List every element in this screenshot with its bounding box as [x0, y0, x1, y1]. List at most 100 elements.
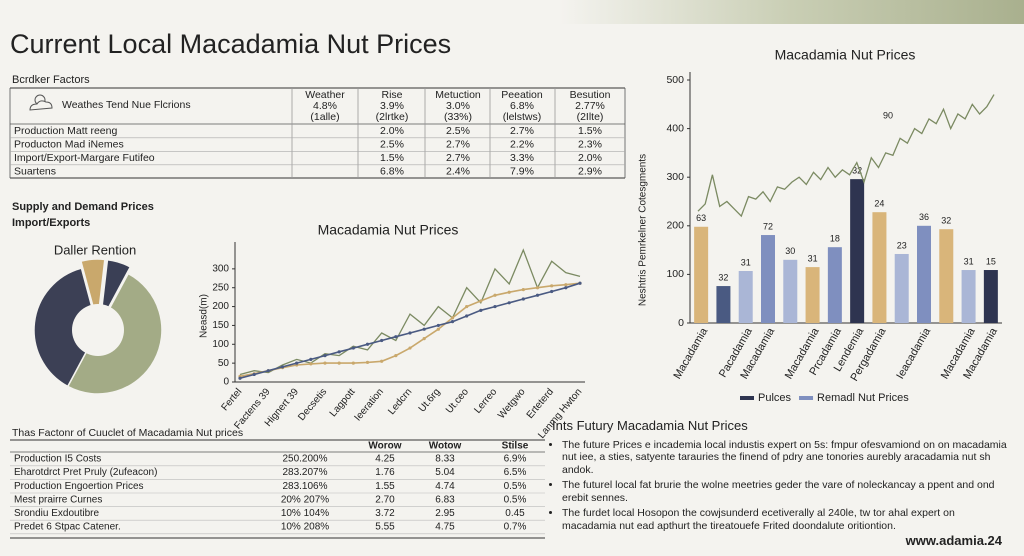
- x-tick-label: Fertel: [219, 387, 244, 414]
- column-header: Rise: [381, 89, 402, 101]
- bar: [738, 270, 753, 323]
- row-label: Mest prairre Curnes: [14, 494, 102, 505]
- cell: 2.70: [375, 494, 395, 505]
- cell: 2.0%: [380, 125, 404, 137]
- cell: 6.5%: [504, 467, 527, 478]
- legend-swatch: [799, 396, 814, 400]
- line-point: [564, 286, 568, 290]
- y-axis-label: Neshtris Pemrkelner Cotesgments: [638, 154, 649, 306]
- cell: 1.55: [375, 481, 395, 492]
- cell: 2.5%: [446, 125, 470, 137]
- line-point: [507, 290, 511, 294]
- y-axis-label: Neasd(m): [199, 294, 210, 338]
- row-label: Import/Export-Margare Futifeo: [14, 152, 155, 164]
- cell: 3.72: [375, 508, 395, 519]
- column-header: Worow: [368, 441, 401, 452]
- cell: 2.3%: [578, 138, 602, 150]
- cell: 10% 208%: [281, 522, 329, 533]
- section-subheading: Import/Exports: [12, 217, 90, 229]
- row-label: Suartens: [14, 165, 56, 177]
- bar: [939, 229, 954, 323]
- page-title: Current Local Macadamia Nut Prices: [10, 29, 451, 59]
- cell: 0.7%: [504, 522, 527, 533]
- cell: 20% 207%: [281, 494, 329, 505]
- cell: 4.25: [375, 454, 395, 465]
- row-label: Production Matt reeng: [14, 125, 117, 137]
- y-tick-label: 300: [212, 263, 229, 274]
- line-point: [422, 327, 426, 331]
- column-header: Wotow: [429, 441, 462, 452]
- bar-note: 32: [941, 216, 951, 226]
- column-header: (33%): [444, 111, 472, 123]
- bar-note: 72: [763, 221, 773, 231]
- line-point: [521, 288, 525, 292]
- bullet: The furdet local Hosopon the cowjsunderd…: [562, 507, 1007, 532]
- line-point: [436, 327, 440, 331]
- y-tick-label: 500: [666, 74, 684, 86]
- line-point: [238, 376, 242, 380]
- x-tick-label: Macadamia: [671, 325, 710, 381]
- bar: [850, 179, 865, 323]
- legend-swatch: [740, 396, 754, 400]
- row-label: Producton Mad iNemes: [14, 138, 124, 150]
- bar: [761, 235, 775, 323]
- table-heading: Bcrdker Factors: [12, 74, 90, 86]
- cell: 1.5%: [578, 125, 602, 137]
- weather-icon: [29, 94, 53, 111]
- row-label: Predet 6 Stpac Catener.: [14, 522, 121, 533]
- table-heading: Thas Factonr of Cuuclet of Macadamia Nut…: [12, 427, 243, 439]
- bar-note: 24: [874, 199, 884, 209]
- bar: [783, 259, 798, 323]
- top-band: [560, 0, 1024, 24]
- y-tick-label: 250: [212, 282, 229, 293]
- cell: 4.74: [435, 481, 455, 492]
- line-point: [309, 357, 313, 361]
- bullet: The future Prices e incademia local indu…: [562, 439, 1007, 477]
- cell: 2.9%: [578, 165, 602, 177]
- line-point: [337, 361, 341, 365]
- line-point: [436, 323, 440, 328]
- line-point: [493, 293, 497, 297]
- column-header: 4.8%: [313, 100, 337, 112]
- x-tick-label: Lerreo: [472, 386, 499, 416]
- line-point: [380, 359, 384, 363]
- outlook: Ints Futury Macadamia Nut Prices The fut…: [552, 419, 1007, 535]
- line-series: [239, 248, 581, 376]
- section-heading: Supply and Demand Prices: [12, 201, 154, 213]
- column-header: Besution: [570, 89, 611, 101]
- x-tick-label: Ieeration: [353, 387, 386, 424]
- row-label: Production Engoertion Prices: [14, 481, 144, 492]
- column-header: (2Ilte): [577, 111, 604, 123]
- column-header: 2.77%: [575, 100, 605, 112]
- cell: 8.33: [435, 454, 455, 465]
- column-header: Weather: [305, 89, 345, 101]
- cell: 6.8%: [380, 165, 404, 177]
- line-point: [394, 354, 398, 358]
- cell: 2.95: [435, 508, 455, 519]
- bar: [894, 253, 909, 323]
- line-point: [479, 308, 483, 312]
- legend-label: Pulces: [758, 392, 792, 404]
- column-header: (lelstws): [503, 111, 542, 123]
- cell: 1.76: [375, 467, 395, 478]
- bar-note: 31: [741, 257, 751, 267]
- line-point: [309, 362, 313, 366]
- line-point: [493, 304, 497, 309]
- cell: 2.0%: [578, 152, 602, 164]
- chart-title: Macadamia Nut Prices: [775, 47, 916, 63]
- cell: 2.7%: [446, 152, 470, 164]
- x-tick-label: Ieacadamia: [894, 325, 933, 381]
- line-point: [479, 299, 483, 303]
- bar-note: 31: [964, 256, 974, 266]
- cell: 7.9%: [510, 165, 534, 177]
- outlook-list: The future Prices e incademia local indu…: [552, 439, 1007, 533]
- x-tick-label: Ut.ceo: [444, 386, 471, 416]
- bar: [983, 270, 998, 323]
- line-point: [408, 346, 412, 350]
- cell: 3.3%: [510, 152, 534, 164]
- cell: 6.9%: [504, 454, 527, 465]
- line-point: [465, 304, 469, 309]
- bar-note: 63: [696, 213, 706, 223]
